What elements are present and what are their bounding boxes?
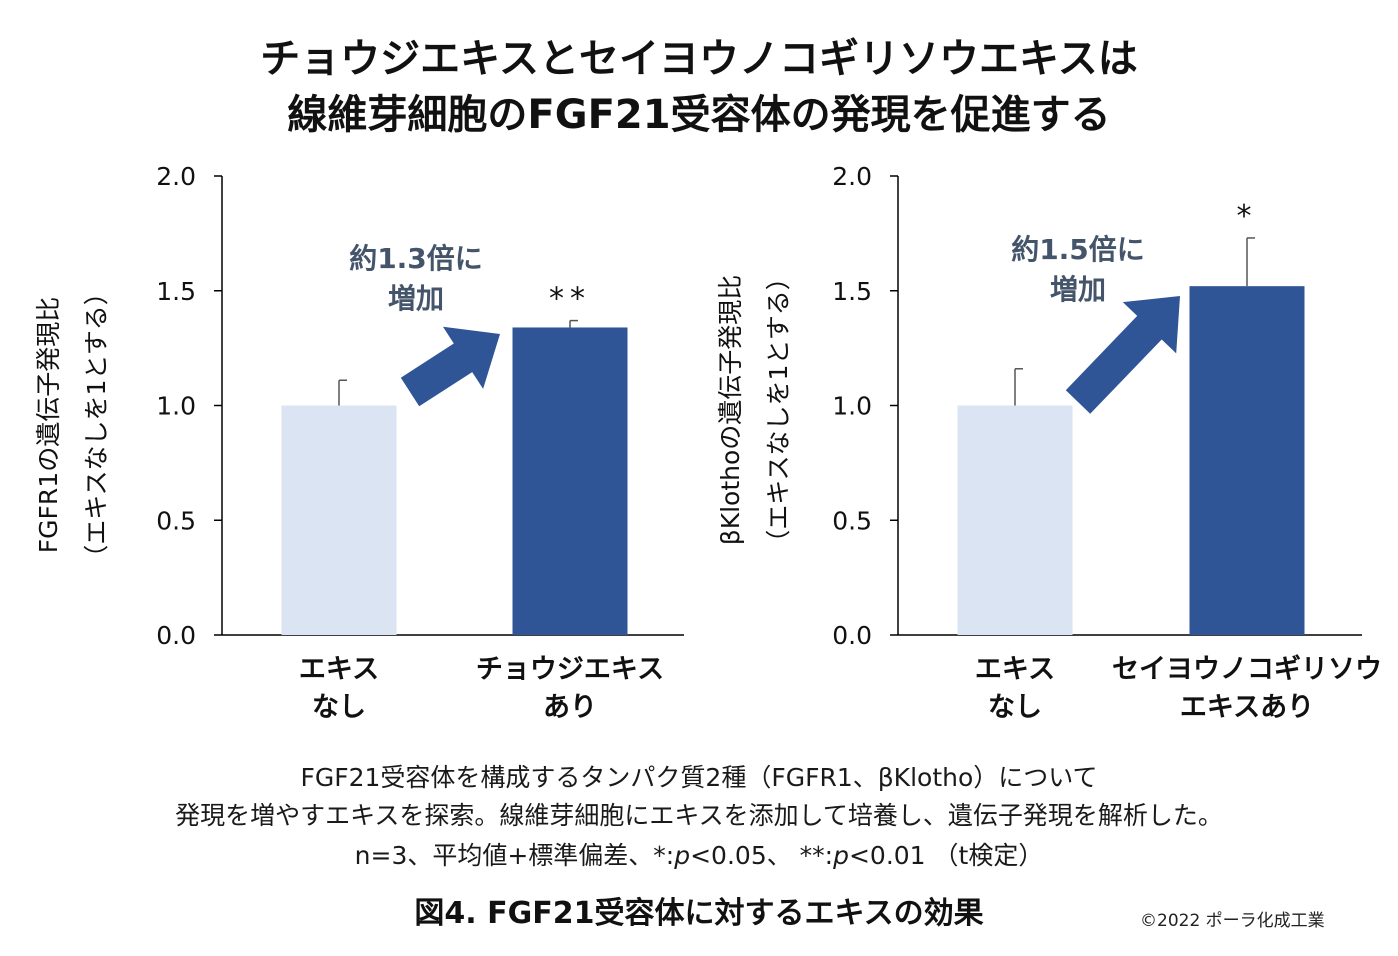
chart1-annotation-line-1: 約1.3倍に (349, 242, 483, 275)
figure-title: 図4. FGF21受容体に対するエキスの効果 (414, 896, 984, 931)
caption-line1: FGF21受容体を構成するタンパク質2種（FGFR1、βKlotho）について (300, 763, 1098, 792)
chart-title-line1: チョウジエキスとセイヨウノコギリソウエキスは (260, 36, 1138, 82)
chart2-category-label-1: エキス (975, 654, 1055, 685)
caption-p-symbol-2: p (833, 841, 849, 870)
chart1-bar-2 (512, 327, 628, 635)
chart2-category-label-2: エキスあり (1180, 692, 1314, 723)
chart1-y-tick-label: 0.5 (156, 506, 196, 535)
chart2-category-label-1: なし (988, 692, 1042, 723)
caption-line3-c: <0.01 （t検定） (848, 841, 1044, 870)
chart2-category-label-2: セイヨウノコギリソウ (1112, 654, 1382, 685)
chart1-y-tick-label: 2.0 (156, 162, 196, 191)
chart2-y-axis-label-note: （エキスなしを1とする） (764, 265, 793, 554)
chart2-y-axis-label: βKlothoの遺伝子発現比 (716, 275, 745, 546)
chart1-bar-1 (281, 405, 397, 635)
chart2-y-tick-label: 1.5 (832, 277, 872, 306)
chart1-category-label-1: エキス (299, 654, 379, 685)
caption-line3: n=3、平均値+標準偏差、*:p<0.05、 **:p<0.01 （t検定） (0, 836, 1398, 872)
chart2-y-tick-label: 2.0 (832, 162, 872, 191)
chart1-category-label-2: あり (543, 692, 597, 723)
chart1-y-tick-label: 1.0 (156, 392, 196, 421)
chart2-significance-mark: * (1237, 199, 1258, 234)
chart2-bar-2 (1189, 286, 1305, 635)
chart1-annotation-line-2: 増加 (388, 282, 444, 315)
chart2-annotation-line-1: 約1.5倍に (1011, 233, 1145, 266)
chart1-category-label-1: なし (312, 692, 366, 723)
caption-line3-b: <0.05、 **: (690, 841, 834, 870)
chart1-y-axis-label: FGFR1の遺伝子発現比 (34, 297, 63, 553)
chart1-increase-arrow (400, 326, 500, 407)
chart1-category-label-2: チョウジエキス (476, 654, 664, 685)
chart1-significance-mark: ** (549, 282, 591, 317)
caption-line3-a: n=3、平均値+標準偏差、*: (354, 841, 675, 870)
chart2-increase-arrow (1065, 296, 1180, 414)
chart2-y-tick-label: 1.0 (832, 392, 872, 421)
chart2-annotation-line-2: 増加 (1050, 273, 1106, 306)
chart2-y-tick-label: 0.5 (832, 506, 872, 535)
copyright: ©2022 ポーラ化成工業 (1140, 911, 1325, 931)
chart-title-line2: 線維芽細胞のFGF21受容体の発現を促進する (287, 92, 1111, 138)
chart1-y-axis-label-note: （エキスなしを1とする） (82, 280, 111, 569)
caption-line2: 発現を増やすエキスを探索。線維芽細胞にエキスを添加して培養し、遺伝子発現を解析し… (175, 801, 1223, 830)
chart2-bar-1 (957, 405, 1073, 635)
chart2-y-tick-label: 0.0 (832, 621, 872, 650)
caption-p-symbol-1: p (674, 841, 691, 870)
chart1-y-tick-label: 0.0 (156, 621, 196, 650)
chart1-y-tick-label: 1.5 (156, 277, 196, 306)
